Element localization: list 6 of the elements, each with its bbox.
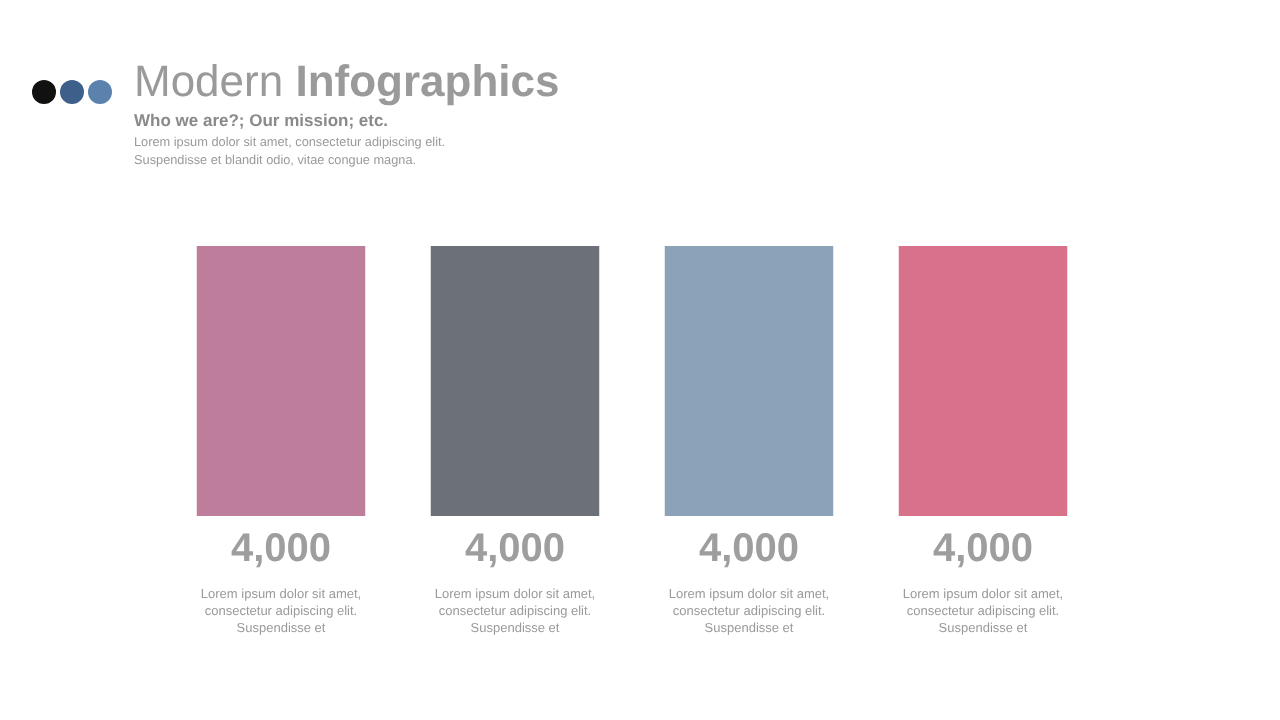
chart-subtitle: Who we are?; Our mission; etc.	[134, 110, 389, 130]
data-label: 4,000	[230, 527, 332, 572]
data-label: 4,000	[464, 527, 566, 572]
data-label: 4,000	[932, 527, 1034, 572]
chart-title: Modern Infographics	[134, 56, 560, 108]
data-label: 4,000	[698, 527, 800, 572]
